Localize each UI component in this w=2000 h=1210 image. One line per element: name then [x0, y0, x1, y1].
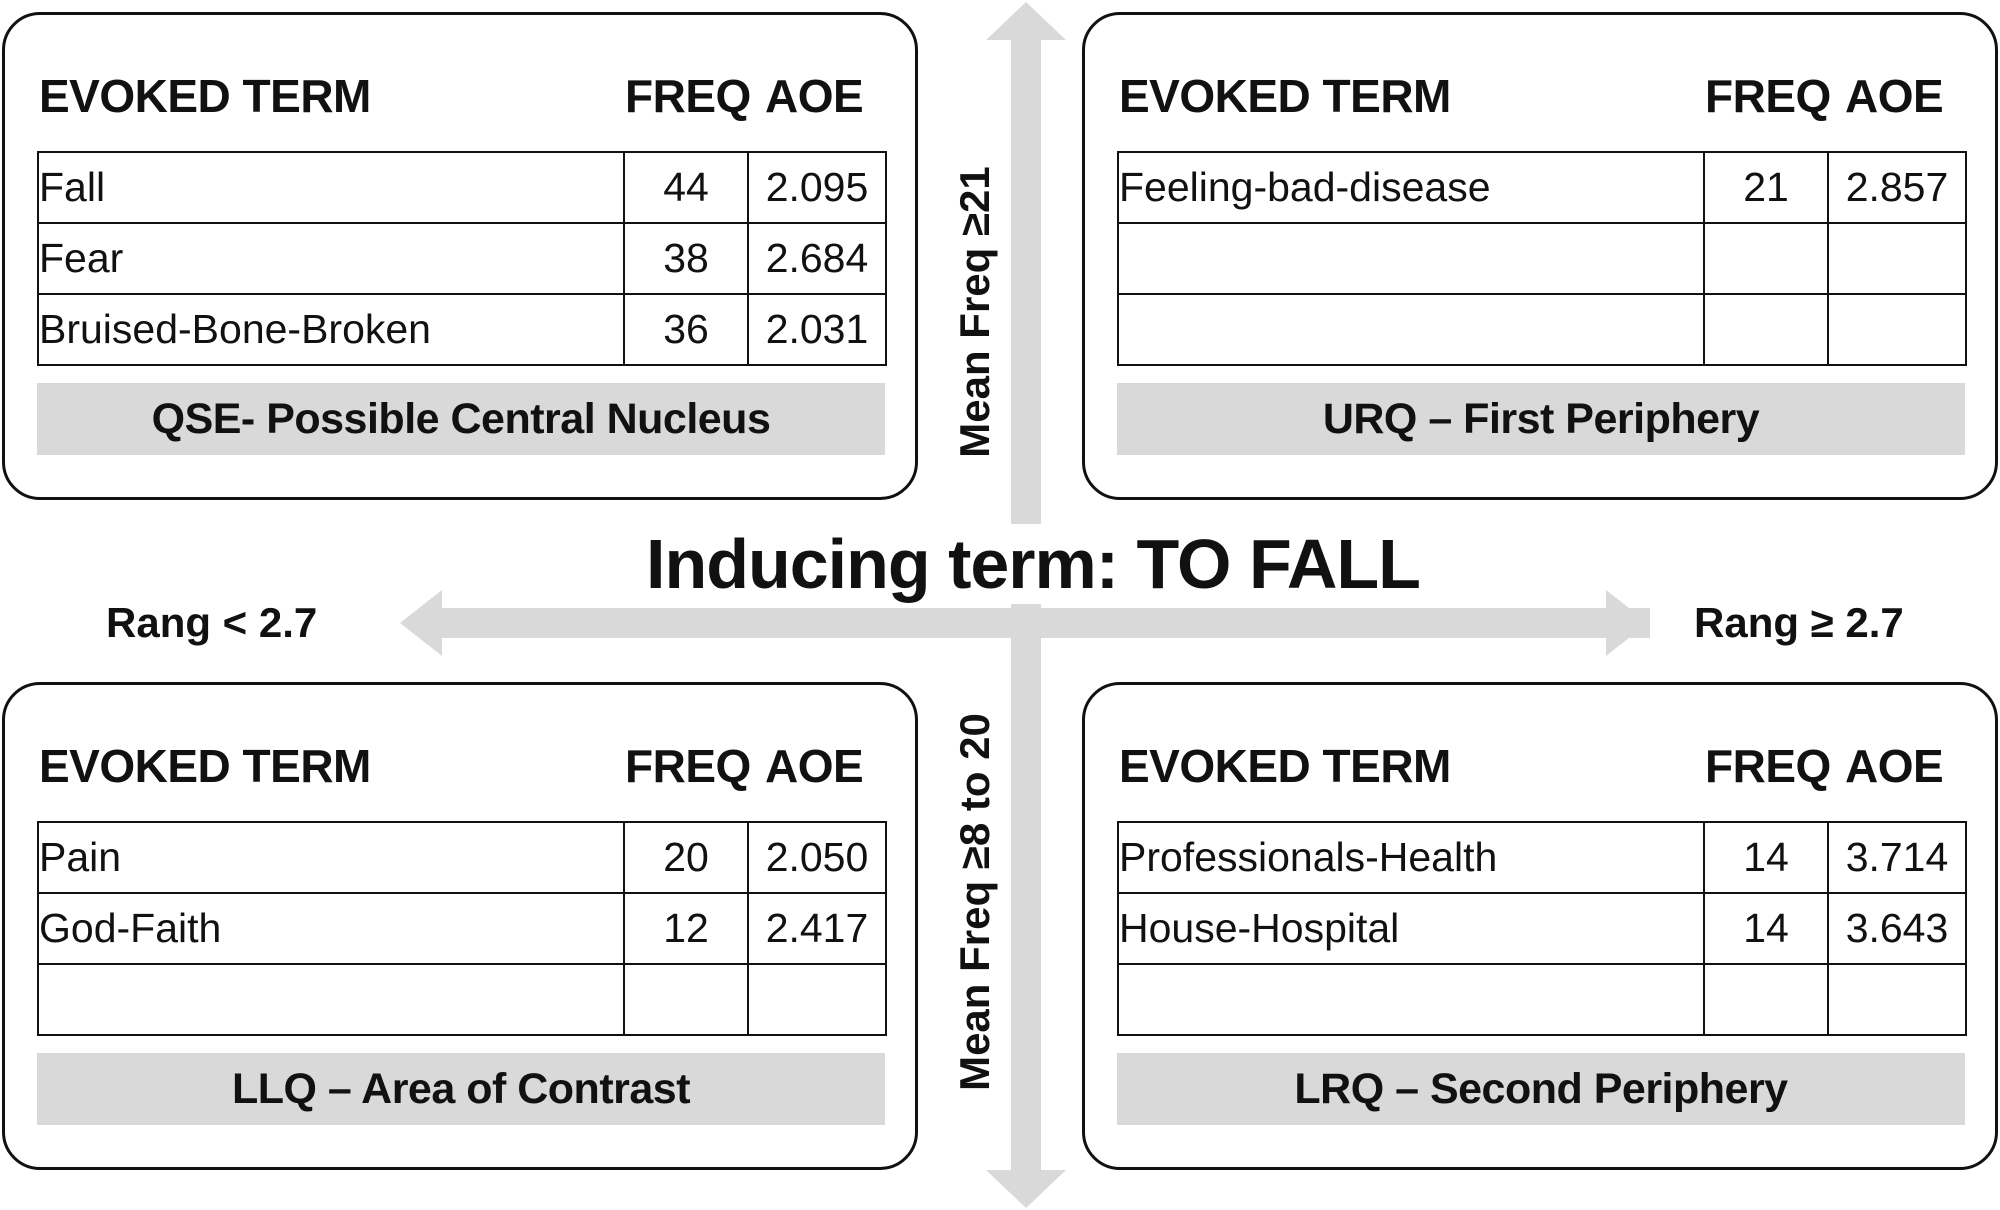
term-cell: Bruised-Bone-Broken [37, 293, 625, 366]
header-freq: FREQ [625, 740, 751, 792]
aoe-cell [1827, 963, 1967, 1036]
quadrant-bottom-left: EVOKED TERM FREQ AOE Pain 20 2.050 God-F… [2, 682, 918, 1170]
terms-table: Fall 44 2.095 Fear 38 2.684 Bruised-Bone… [37, 151, 887, 366]
header-aoe: AOE [765, 740, 864, 792]
term-cell: Pain [37, 821, 625, 894]
quadrant-label: LRQ – Second Periphery [1117, 1053, 1965, 1125]
term-cell: House-Hospital [1117, 892, 1705, 965]
aoe-cell: 3.643 [1827, 892, 1967, 965]
term-cell: Fear [37, 222, 625, 295]
freq-cell [623, 963, 749, 1036]
freq-cell: 20 [623, 821, 749, 894]
table-row: Fear 38 2.684 [37, 222, 887, 295]
aoe-cell: 3.714 [1827, 821, 1967, 894]
terms-table: Professionals-Health 14 3.714 House-Hosp… [1117, 821, 1967, 1036]
aoe-cell: 2.031 [747, 293, 887, 366]
table-row: Feeling-bad-disease 21 2.857 [1117, 151, 1967, 224]
freq-cell: 21 [1703, 151, 1829, 224]
table-row [37, 963, 887, 1036]
table-row: God-Faith 12 2.417 [37, 892, 887, 965]
freq-cell: 36 [623, 293, 749, 366]
header-aoe: AOE [1845, 70, 1944, 122]
term-cell: God-Faith [37, 892, 625, 965]
table-row: Pain 20 2.050 [37, 821, 887, 894]
quadrant-bottom-right: EVOKED TERM FREQ AOE Professionals-Healt… [1082, 682, 1998, 1170]
freq-cell: 38 [623, 222, 749, 295]
quadrant-label: URQ – First Periphery [1117, 383, 1965, 455]
freq-cell [1703, 293, 1829, 366]
freq-cell [1703, 963, 1829, 1036]
quadrant-label: LLQ – Area of Contrast [37, 1053, 885, 1125]
header-freq: FREQ [1705, 70, 1831, 122]
arrow-right-icon [1606, 590, 1648, 656]
aoe-cell: 2.857 [1827, 151, 1967, 224]
table-row [1117, 293, 1967, 366]
arrow-left-icon [400, 590, 442, 656]
header-freq: FREQ [625, 70, 751, 122]
inducing-term-title: Inducing term: TO FALL [640, 524, 1426, 604]
rang-high-label: Rang ≥ 2.7 [1694, 599, 1904, 646]
term-cell [1117, 293, 1705, 366]
quadrant-top-left: EVOKED TERM FREQ AOE Fall 44 2.095 Fear … [2, 12, 918, 500]
mean-freq-high-label: Mean Freq ≥21 [951, 166, 998, 458]
aoe-cell: 2.095 [747, 151, 887, 224]
aoe-cell: 2.417 [747, 892, 887, 965]
header-evoked-term: EVOKED TERM [1119, 70, 1451, 122]
aoe-cell [747, 963, 887, 1036]
table-row [1117, 963, 1967, 1036]
table-row: Fall 44 2.095 [37, 151, 887, 224]
aoe-cell [1827, 222, 1967, 295]
header-evoked-term: EVOKED TERM [39, 70, 371, 122]
quadrant-top-right: EVOKED TERM FREQ AOE Feeling-bad-disease… [1082, 12, 1998, 500]
header-evoked-term: EVOKED TERM [1119, 740, 1451, 792]
terms-table: Pain 20 2.050 God-Faith 12 2.417 [37, 821, 887, 1036]
arrow-down-icon [986, 1170, 1066, 1208]
term-cell [1117, 963, 1705, 1036]
table-row: Professionals-Health 14 3.714 [1117, 821, 1967, 894]
header-freq: FREQ [1705, 740, 1831, 792]
freq-cell: 44 [623, 151, 749, 224]
header-evoked-term: EVOKED TERM [39, 740, 371, 792]
rang-low-label: Rang < 2.7 [106, 599, 318, 646]
quadrant-label: QSE- Possible Central Nucleus [37, 383, 885, 455]
table-row: House-Hospital 14 3.643 [1117, 892, 1967, 965]
freq-cell: 14 [1703, 892, 1829, 965]
term-cell: Fall [37, 151, 625, 224]
table-row [1117, 222, 1967, 295]
table-row: Bruised-Bone-Broken 36 2.031 [37, 293, 887, 366]
mean-freq-mid-label: Mean Freq ≥8 to 20 [951, 713, 998, 1091]
terms-table: Feeling-bad-disease 21 2.857 [1117, 151, 1967, 366]
freq-cell: 14 [1703, 821, 1829, 894]
header-aoe: AOE [1845, 740, 1944, 792]
aoe-cell: 2.050 [747, 821, 887, 894]
freq-cell [1703, 222, 1829, 295]
horizontal-axis [440, 608, 1650, 638]
aoe-cell: 2.684 [747, 222, 887, 295]
vertical-axis [1011, 36, 1041, 1176]
term-cell: Professionals-Health [1117, 821, 1705, 894]
term-cell [1117, 222, 1705, 295]
term-cell: Feeling-bad-disease [1117, 151, 1705, 224]
freq-cell: 12 [623, 892, 749, 965]
header-aoe: AOE [765, 70, 864, 122]
aoe-cell [1827, 293, 1967, 366]
term-cell [37, 963, 625, 1036]
arrow-up-icon [986, 2, 1066, 40]
